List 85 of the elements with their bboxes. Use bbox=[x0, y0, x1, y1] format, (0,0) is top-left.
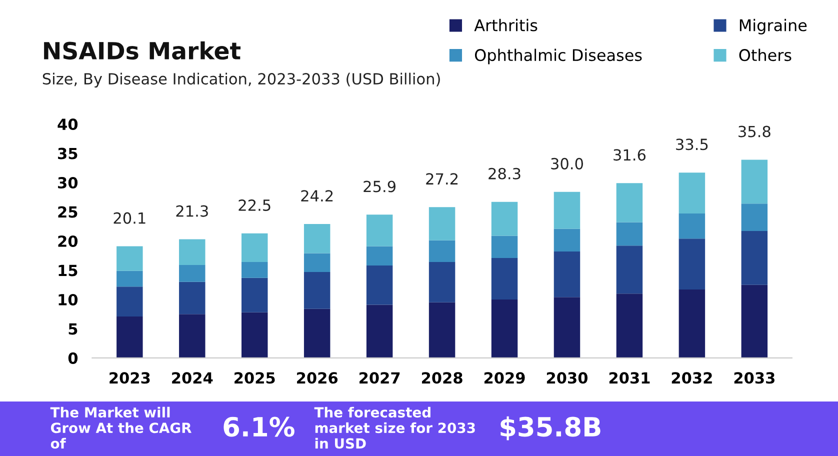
y-tick-label: 0 bbox=[68, 352, 78, 364]
bar bbox=[116, 286, 143, 316]
bar bbox=[304, 253, 330, 272]
text: The Market will Grow At the CAGR of bbox=[50, 406, 192, 449]
bar bbox=[304, 272, 330, 309]
y-tick-label: 20 bbox=[58, 235, 78, 248]
annotation: 22.5 bbox=[238, 199, 270, 211]
annotation: 20.1 bbox=[114, 212, 146, 224]
x-tick-label: 2026 bbox=[297, 372, 338, 384]
bar bbox=[179, 264, 206, 282]
text: The forecasted market size for 2033 in USD bbox=[314, 406, 475, 449]
bar bbox=[428, 207, 456, 240]
bar bbox=[678, 214, 706, 239]
y-tick-label: 30 bbox=[58, 176, 78, 189]
y-tick-label: 40 bbox=[58, 118, 78, 130]
bar bbox=[616, 294, 643, 358]
x-tick-label: 2032 bbox=[672, 372, 712, 384]
y-tick-label: 5 bbox=[68, 323, 78, 335]
annotation: 31.6 bbox=[614, 149, 646, 161]
x-tick-label: 2033 bbox=[734, 372, 774, 384]
bar bbox=[116, 316, 143, 358]
bar bbox=[428, 240, 456, 262]
annotation: 33.5 bbox=[676, 138, 708, 150]
legend-label: Migraine bbox=[740, 18, 807, 34]
bar bbox=[179, 314, 206, 358]
annotation: 28.3 bbox=[488, 168, 520, 180]
y-tick-label: 35 bbox=[58, 148, 78, 160]
annotation: 30.0 bbox=[551, 158, 583, 170]
bar bbox=[678, 172, 706, 214]
bar bbox=[366, 266, 393, 305]
legend-label: Arthritis bbox=[474, 18, 538, 32]
bar bbox=[428, 262, 456, 302]
chart-subtitle: Size, By Disease Indication, 2023-2033 (USD Billion) bbox=[42, 72, 440, 88]
bar bbox=[741, 204, 768, 232]
legend-label: Others bbox=[739, 48, 792, 62]
x-tick-label: 2028 bbox=[422, 372, 462, 384]
x-tick-label: 2024 bbox=[172, 372, 213, 384]
bar bbox=[554, 192, 580, 229]
text: 6.1% bbox=[224, 416, 294, 437]
bar bbox=[116, 270, 143, 287]
bar bbox=[179, 239, 206, 265]
x-tick-label: 2029 bbox=[484, 372, 525, 384]
bar bbox=[241, 233, 268, 262]
x-tick-label: 2023 bbox=[110, 372, 150, 384]
text: $35.8B bbox=[500, 416, 600, 440]
bar bbox=[116, 246, 143, 271]
chart-title: NSAIDs Market bbox=[44, 41, 241, 60]
bar bbox=[491, 258, 518, 300]
bar bbox=[554, 297, 580, 358]
y-tick-label: 25 bbox=[58, 206, 78, 218]
y-tick-label: 15 bbox=[58, 264, 78, 276]
x-tick-label: 2025 bbox=[234, 372, 275, 384]
annotation: 27.2 bbox=[426, 173, 458, 184]
annotation: 21.3 bbox=[176, 205, 208, 217]
bar bbox=[616, 183, 643, 222]
x-tick-label: 2030 bbox=[546, 372, 588, 384]
x-tick-label: 2027 bbox=[360, 372, 400, 384]
bar bbox=[554, 252, 580, 298]
bar bbox=[241, 262, 268, 278]
bar bbox=[741, 284, 768, 358]
bar bbox=[179, 282, 206, 314]
bar bbox=[616, 246, 643, 294]
bar bbox=[241, 312, 268, 358]
bar bbox=[491, 299, 518, 358]
x-tick-label: 2031 bbox=[609, 372, 650, 384]
annotation: 24.2 bbox=[301, 190, 333, 202]
bar bbox=[491, 202, 518, 236]
y-tick-label: 10 bbox=[58, 294, 78, 306]
bar bbox=[304, 308, 330, 358]
bar bbox=[491, 236, 518, 258]
bar bbox=[741, 231, 768, 285]
bar bbox=[366, 246, 393, 266]
bar bbox=[678, 290, 706, 358]
bar bbox=[428, 302, 456, 358]
bar bbox=[616, 222, 643, 246]
bar bbox=[241, 278, 268, 312]
bar bbox=[366, 304, 393, 358]
bar bbox=[678, 238, 706, 290]
annotation: 25.9 bbox=[364, 180, 396, 192]
annotation: 35.8 bbox=[738, 126, 770, 138]
bar bbox=[554, 228, 580, 252]
bar bbox=[304, 224, 330, 254]
legend-label: Ophthalmic Diseases bbox=[474, 48, 642, 64]
bar bbox=[741, 160, 768, 204]
bar bbox=[366, 214, 393, 246]
